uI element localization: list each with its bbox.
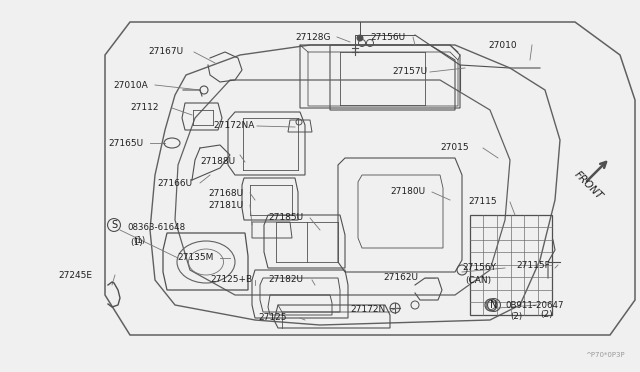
Text: 27135M: 27135M [177, 253, 213, 263]
Text: 27188U: 27188U [200, 157, 235, 167]
Text: 27015: 27015 [440, 144, 468, 153]
Text: S: S [111, 220, 117, 230]
Text: N: N [490, 300, 498, 310]
Text: 27167U: 27167U [148, 48, 183, 57]
Text: (CAN): (CAN) [465, 276, 491, 285]
Text: FRONT: FRONT [572, 169, 604, 201]
Text: 27010: 27010 [488, 41, 516, 49]
Text: 27156Y: 27156Y [462, 263, 496, 273]
Text: 27156U: 27156U [370, 32, 405, 42]
Text: 27181U: 27181U [208, 201, 243, 209]
Text: 27128G: 27128G [295, 32, 330, 42]
Text: 27185U: 27185U [268, 214, 303, 222]
Text: 27172N: 27172N [350, 305, 385, 314]
Text: 27010A: 27010A [113, 80, 148, 90]
Text: 27245E: 27245E [58, 270, 92, 279]
Text: (1): (1) [133, 237, 145, 246]
Text: 27125+B: 27125+B [210, 276, 252, 285]
Text: 27115: 27115 [468, 198, 497, 206]
Text: 27182U: 27182U [268, 276, 303, 285]
Text: 27157U: 27157U [392, 67, 427, 77]
Circle shape [357, 35, 363, 41]
Text: 27180U: 27180U [390, 187, 425, 196]
Text: (2): (2) [510, 312, 522, 321]
Text: 08363-61648: 08363-61648 [127, 224, 185, 232]
Text: 27162U: 27162U [383, 273, 418, 282]
Text: 27172NA: 27172NA [213, 122, 254, 131]
Text: 27115F: 27115F [516, 260, 550, 269]
Text: 27125: 27125 [258, 314, 287, 323]
Text: (2): (2) [540, 311, 552, 320]
Text: (1): (1) [130, 237, 143, 247]
Text: ^P70*0P3P: ^P70*0P3P [586, 352, 625, 358]
Text: 27168U: 27168U [208, 189, 243, 198]
Text: 0B911-20647: 0B911-20647 [505, 301, 563, 310]
Text: 27166U: 27166U [157, 179, 192, 187]
Text: 27165U: 27165U [108, 138, 143, 148]
Text: 27112: 27112 [130, 103, 159, 112]
